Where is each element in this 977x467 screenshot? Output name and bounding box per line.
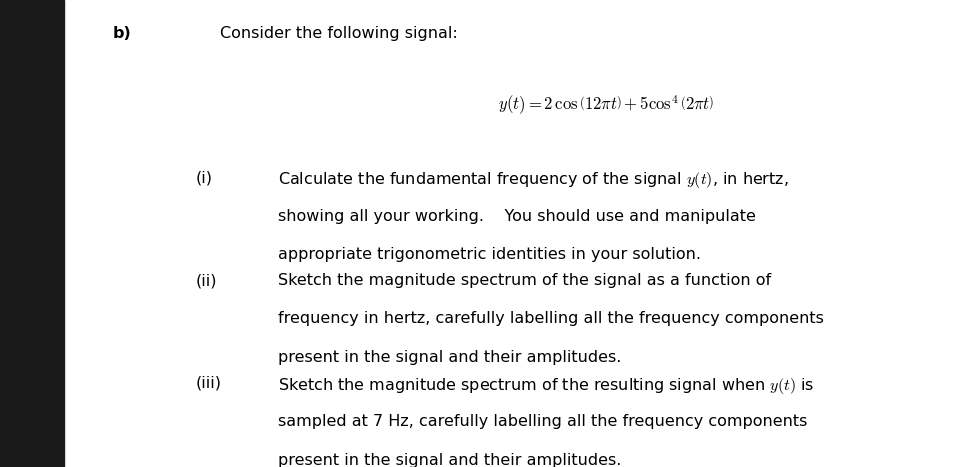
Text: appropriate trigonometric identities in your solution.: appropriate trigonometric identities in … [278,247,701,262]
Text: Consider the following signal:: Consider the following signal: [220,26,457,41]
Text: showing all your working.    You should use and manipulate: showing all your working. You should use… [278,209,756,224]
Bar [0,0,64,467]
Text: (i): (i) [195,170,212,185]
Text: present in the signal and their amplitudes.: present in the signal and their amplitud… [278,350,621,365]
Text: (iii): (iii) [195,376,222,391]
Text: Calculate the fundamental frequency of the signal $y(t)$, in hertz,: Calculate the fundamental frequency of t… [278,170,789,191]
Text: Sketch the magnitude spectrum of the resulting signal when $y(t)$ is: Sketch the magnitude spectrum of the res… [278,376,815,396]
Text: (ii): (ii) [195,273,217,288]
Text: sampled at 7 Hz, carefully labelling all the frequency components: sampled at 7 Hz, carefully labelling all… [278,414,808,429]
Text: $y(t) = 2\,\cos\left(12\pi t\right) + 5\cos^{4}\left(2\pi t\right)$: $y(t) = 2\,\cos\left(12\pi t\right) + 5\… [497,93,714,117]
Text: b): b) [112,26,131,41]
Text: present in the signal and their amplitudes.: present in the signal and their amplitud… [278,453,621,467]
Text: Sketch the magnitude spectrum of the signal as a function of: Sketch the magnitude spectrum of the sig… [278,273,772,288]
Text: frequency in hertz, carefully labelling all the frequency components: frequency in hertz, carefully labelling … [278,311,825,326]
